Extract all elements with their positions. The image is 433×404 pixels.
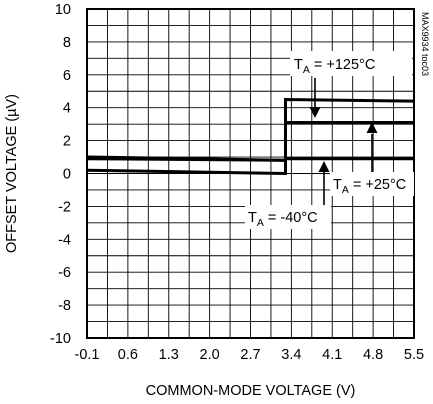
figure-code-label: MAX9934 toc03	[420, 12, 430, 76]
y-tick-label: -4	[58, 232, 71, 248]
annotation-box-125c	[290, 51, 412, 76]
tick-labels: -0.1 0.6 1.3 2.0 2.7 3.4 4.1 4.8 5.5 10 8 6 4 2 0 -2 -4 -…	[50, 2, 424, 363]
x-tick-label: 3.4	[281, 347, 301, 363]
x-tick-label: 2.0	[200, 347, 220, 363]
x-tick-label: 5.5	[404, 347, 424, 363]
x-tick-label: -0.1	[75, 347, 100, 363]
arrowhead	[318, 161, 330, 172]
annotation-box-minus40c	[245, 205, 331, 229]
y-tick-label: 10	[55, 2, 71, 18]
y-tick-label: 0	[63, 167, 71, 183]
annotation-125c: TA = +125°C	[294, 57, 375, 76]
x-tick-label: 4.1	[322, 347, 342, 363]
y-tick-label: 6	[63, 68, 71, 84]
series-lines	[86, 97, 415, 176]
annotation-box-25c	[330, 172, 414, 196]
y-tick-label: -10	[50, 331, 71, 347]
y-tick-label: -6	[58, 265, 71, 281]
y-tick-label: -2	[58, 199, 71, 215]
x-tick-label: 0.6	[118, 347, 138, 363]
y-axis-title: OFFSET VOLTAGE (µV)	[4, 94, 20, 253]
arrowhead	[366, 122, 378, 133]
y-tick-label: 4	[63, 101, 71, 117]
annotations: TA = +125°C TA = +25°C TA = -40°C	[245, 51, 414, 229]
y-tick-label: -8	[58, 298, 71, 314]
x-tick-label: 1.3	[159, 347, 179, 363]
x-axis-title: COMMON-MODE VOLTAGE (V)	[146, 383, 356, 399]
y-tick-label: 8	[63, 35, 71, 51]
annotation-minus40c: TA = -40°C	[248, 210, 318, 229]
x-tick-label: 4.8	[363, 347, 383, 363]
y-tick-label: 2	[63, 134, 71, 150]
arrowhead	[309, 107, 321, 118]
annotation-25c: TA = +25°C	[333, 177, 406, 196]
series-line-minus40c	[86, 157, 414, 162]
x-tick-label: 2.7	[240, 347, 260, 363]
